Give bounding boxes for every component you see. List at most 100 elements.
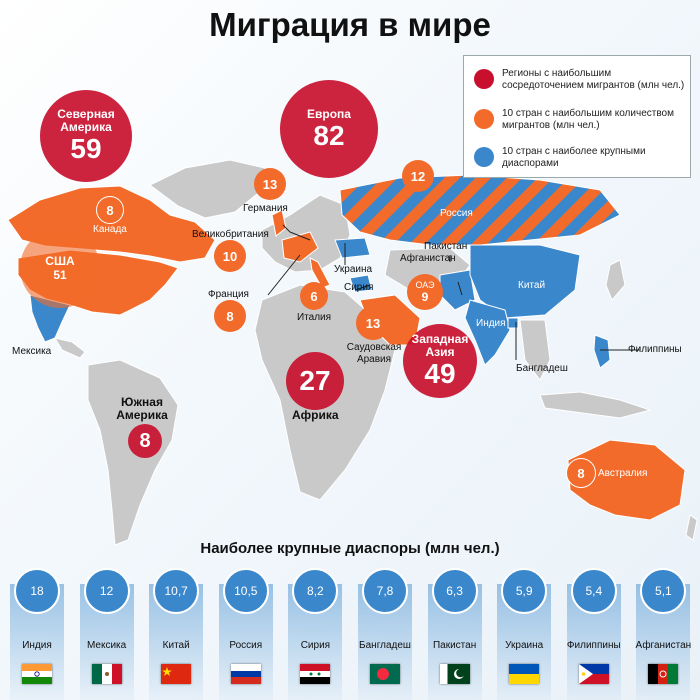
india-flag [22,664,52,684]
legend-label: 10 стран с наибольшим количеством мигран… [502,108,674,131]
diaspora-country-name: Индия [22,640,52,651]
legend-orange-dot [474,109,494,129]
diaspora-value: 8,2 [292,568,339,614]
diaspora-value: 6,3 [431,568,478,614]
country-label-uk: Великобритания [192,229,269,240]
country-label-canada: Канада [93,224,127,235]
region-bubble-africa: 27 [286,352,344,410]
italy-land [309,257,331,289]
country-value: 51 [53,268,67,282]
japan-land [605,259,626,301]
map-label-india: Индия [476,318,506,329]
region-value: 59 [70,133,102,164]
diaspora-item-mexico: 12 Мексика [72,568,142,700]
map-label-afghanistan: Афганистан [400,253,456,264]
mexico-flag [91,664,122,684]
country-label-russia: Россия [440,208,473,219]
region-value: 27 [299,365,331,396]
diaspora-value: 12 [83,568,130,614]
legend-label: 10 стран с наиболее крупными диаспорами [502,146,646,169]
country-label-germany: Германия [243,203,288,214]
syria-flag [300,664,331,684]
diaspora-item-pakistan: 6,3 Пакистан [420,568,490,700]
diaspora-section-title: Наиболее крупные диаспоры (млн чел.) [200,540,500,557]
region-bubble-south-america: 8 [128,424,162,458]
central-america-land [53,337,86,359]
indonesia-land [539,391,652,419]
region-name: Северная Америка [57,107,115,134]
afghanistan-flag [648,664,679,684]
china-flag [161,664,192,684]
country-bubble-usa: США 51 [20,228,100,308]
country-value: 9 [421,290,429,304]
country-bubble-uk: 10 [214,240,246,272]
syria-land [349,274,373,293]
se-asia-land [519,319,551,381]
legend-red-dot [474,69,494,89]
map-label-ukraine: Украина [334,264,373,275]
diaspora-value: 10,5 [222,568,269,614]
country-label-australia: Австралия [598,468,648,479]
diaspora-value: 10,7 [153,568,200,614]
diaspora-country-name: Россия [229,640,263,651]
map-label-mexico: Мексика [12,346,52,357]
country-label-italy: Италия [297,312,332,323]
diaspora-item-russia: 10,5 Россия [211,568,281,700]
country-label-france: Франция [208,289,249,300]
region-bubble-west-asia: Западная Азия 49 [403,324,477,398]
legend-item-migrants: 10 стран с наибольшим количеством мигран… [474,106,684,134]
map-label-syria: Сирия [344,282,374,293]
philippines-land [593,334,611,369]
region-name: Европа [307,106,351,121]
diaspora-item-india: 18 Индия [2,568,72,700]
legend-blue-dot [474,147,494,167]
diaspora-value: 5,4 [570,568,617,614]
country-bubble-australia: 8 [566,458,596,488]
legend-label: Регионы с наибольшим сосредоточением миг… [502,68,685,91]
map-label-pakistan: Пакистан [424,241,468,252]
diaspora-item-philippines: 5,4 Филиппины [559,568,629,700]
russia-land [339,174,621,246]
pakistan-flag [439,664,470,684]
country-bubble-saudi-arabia: 13 [356,306,390,340]
bangladesh-flag [370,664,400,684]
diaspora-value: 7,8 [362,568,408,614]
region-name: Западная Азия [411,332,469,359]
china-land [469,244,581,319]
diaspora-value: 5,9 [501,568,548,614]
map-label-philippines: Филиппины [628,344,682,355]
diaspora-country-name: Мексика [86,640,127,651]
map-label-bangladesh: Бангладеш [516,363,568,374]
country-label-saudi-arabia: Саудовская Аравия [346,342,402,365]
region-value: 82 [313,119,345,151]
diaspora-country-name: Украина [505,640,544,651]
diaspora-country-name: Афганистан [635,640,692,651]
country-name: США [45,254,75,268]
diaspora-country-name: Бангладеш [359,640,411,651]
region-bubble-north-america: Северная Америка 59 [40,90,132,182]
country-bubble-uae: ОАЭ 9 [407,274,443,310]
legend-item-diasporas: 10 стран с наиболее крупными диаспорами [474,144,684,172]
country-bubble-canada: 8 [96,196,124,224]
region-value: 49 [424,358,456,389]
ukraine-flag [509,664,540,684]
philippines-flag [578,664,609,684]
diaspora-country-name: Китай [162,640,190,651]
map-label-china: Китай [518,280,546,291]
diaspora-item-syria: 8,2 Сирия [280,568,350,700]
russia-flag [230,664,261,684]
diaspora-item-bangladesh: 7,8 Бангладеш [350,568,420,700]
region-value: 8 [139,430,151,452]
country-bubble-germany: 13 [254,168,286,200]
diaspora-country-name: Филиппины [566,640,621,651]
country-bubble-france: 8 [214,300,246,332]
legend: Регионы с наибольшим сосредоточением миг… [463,55,691,178]
diaspora-country-name: Пакистан [432,640,477,651]
page-title: Миграция в мире [209,6,491,43]
diaspora-value: 5,1 [640,568,687,614]
country-bubble-italy: 6 [300,282,328,310]
ukraine-land [334,237,371,259]
diaspora-value: 18 [14,568,60,614]
new-zealand-land [685,514,698,541]
legend-item-regions: Регионы с наибольшим сосредоточением миг… [474,66,684,94]
